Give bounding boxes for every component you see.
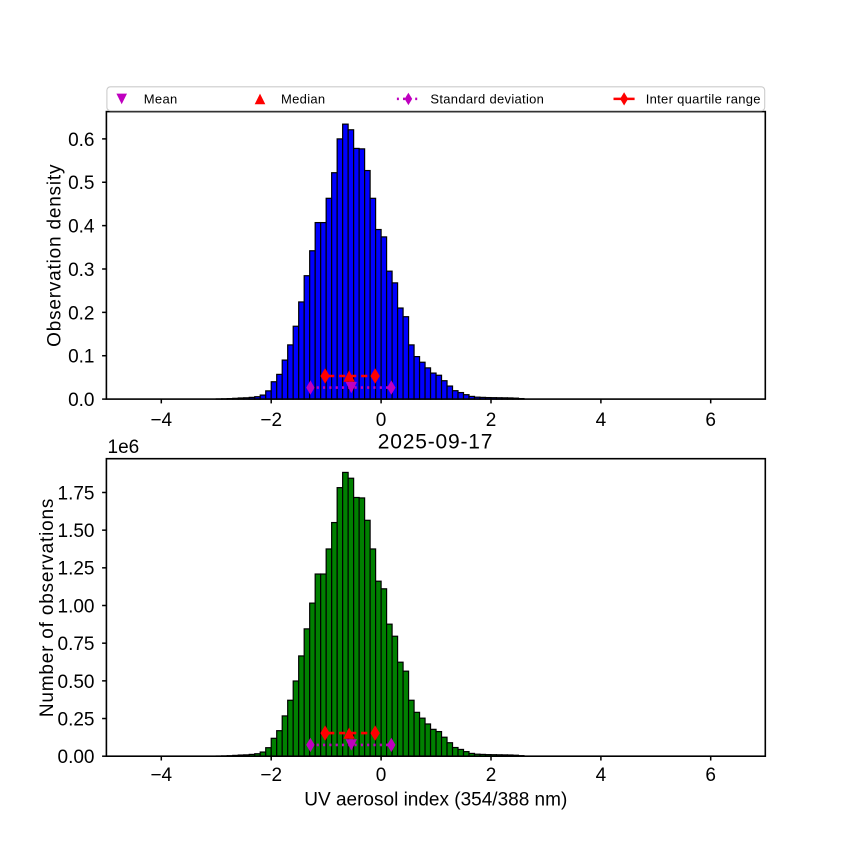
svg-text:2: 2 bbox=[486, 410, 497, 431]
svg-text:Observation density: Observation density bbox=[45, 164, 66, 347]
svg-text:0.6: 0.6 bbox=[68, 130, 94, 151]
svg-text:0.4: 0.4 bbox=[68, 217, 95, 238]
svg-text:Median: Median bbox=[281, 91, 325, 106]
svg-text:−4: −4 bbox=[150, 765, 172, 786]
svg-text:1e6: 1e6 bbox=[108, 437, 140, 458]
svg-text:Number of observations: Number of observations bbox=[37, 498, 58, 717]
svg-text:2: 2 bbox=[486, 765, 497, 786]
svg-text:1.25: 1.25 bbox=[58, 559, 95, 580]
svg-text:−4: −4 bbox=[150, 410, 172, 431]
svg-text:1.50: 1.50 bbox=[58, 521, 95, 542]
svg-text:0.1: 0.1 bbox=[68, 347, 94, 368]
svg-text:1.00: 1.00 bbox=[58, 596, 95, 617]
svg-text:0.50: 0.50 bbox=[58, 672, 95, 693]
svg-text:0: 0 bbox=[376, 765, 387, 786]
svg-text:UV aerosol index (354/388 nm): UV aerosol index (354/388 nm) bbox=[304, 790, 567, 811]
svg-text:0.3: 0.3 bbox=[68, 260, 94, 281]
svg-text:−2: −2 bbox=[260, 765, 282, 786]
svg-text:−2: −2 bbox=[260, 410, 282, 431]
svg-text:2025-09-17: 2025-09-17 bbox=[378, 431, 493, 454]
svg-text:4: 4 bbox=[596, 765, 607, 786]
svg-text:6: 6 bbox=[705, 410, 716, 431]
svg-text:Inter quartile range: Inter quartile range bbox=[646, 91, 761, 106]
svg-text:Mean: Mean bbox=[144, 91, 178, 106]
svg-text:0.2: 0.2 bbox=[68, 303, 94, 324]
svg-text:0.25: 0.25 bbox=[58, 709, 95, 730]
svg-text:1.75: 1.75 bbox=[58, 483, 95, 504]
svg-text:0.5: 0.5 bbox=[68, 173, 94, 194]
svg-text:0.75: 0.75 bbox=[58, 634, 95, 655]
svg-text:0: 0 bbox=[376, 410, 387, 431]
svg-text:0.00: 0.00 bbox=[58, 747, 95, 768]
svg-text:0.0: 0.0 bbox=[68, 390, 94, 411]
svg-text:Standard deviation: Standard deviation bbox=[430, 91, 544, 106]
svg-text:4: 4 bbox=[596, 410, 607, 431]
svg-text:6: 6 bbox=[705, 765, 716, 786]
